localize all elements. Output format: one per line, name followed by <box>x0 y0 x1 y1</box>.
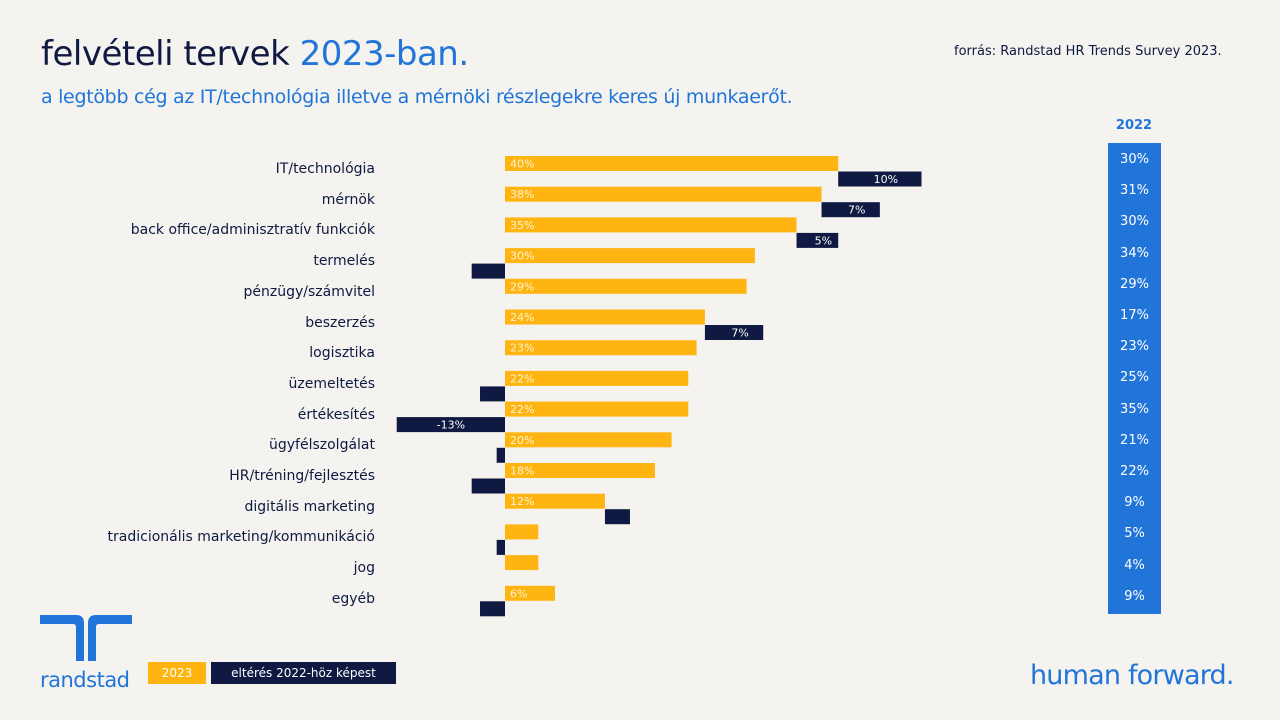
bar-2023-label: 22% <box>510 372 534 385</box>
value-2022: 9% <box>1124 588 1145 604</box>
bar-2023 <box>505 309 705 325</box>
bar-2023 <box>505 524 539 540</box>
bar-2023-label: 22% <box>510 403 534 416</box>
category-label: egyéb <box>331 590 375 607</box>
bar-2023 <box>505 401 689 417</box>
category-label: mérnök <box>321 191 375 208</box>
value-2022: 29% <box>1120 276 1149 292</box>
value-2022: 35% <box>1120 401 1149 417</box>
bar-delta-label: 10% <box>874 173 898 186</box>
bar-delta <box>838 171 922 187</box>
bar-2023 <box>505 463 655 478</box>
bar-2023-label: 38% <box>510 188 534 201</box>
bar-2023-label: 40% <box>510 158 534 171</box>
value-2022: 21% <box>1120 432 1149 448</box>
bar-2023 <box>505 555 539 571</box>
bar-delta-label: 5% <box>815 234 832 247</box>
category-label: ügyfélszolgálat <box>269 437 375 454</box>
value-2022: 23% <box>1120 339 1149 355</box>
bar-delta <box>821 202 880 218</box>
bar-2023 <box>505 370 689 386</box>
bar-delta-label: 7% <box>731 327 748 340</box>
category-label: jog <box>353 560 375 577</box>
randstad-logo-icon <box>40 615 132 661</box>
value-2022: 25% <box>1120 370 1149 386</box>
category-label: back office/adminisztratív funkciók <box>130 222 375 239</box>
column-2022: 30% 31% 30% 34% 29% 17% 23% 25% 35% 21% 22% 9% 5% 4% 9… <box>1108 143 1161 614</box>
bar-delta <box>396 417 505 433</box>
column-2022-header: 2022 <box>1115 118 1153 133</box>
category-label: beszerzés <box>305 314 375 331</box>
value-2022: 4% <box>1124 557 1145 573</box>
category-label: tradicionális marketing/kommunikáció <box>107 529 375 546</box>
category-label: digitális marketing <box>244 498 375 515</box>
bar-delta <box>480 386 505 402</box>
bar-delta-label: -13% <box>437 419 465 432</box>
bar-delta <box>471 263 505 279</box>
bar-2023-label: 35% <box>510 219 534 232</box>
bar-delta <box>496 539 505 555</box>
bar-2023 <box>505 432 672 448</box>
value-2022: 5% <box>1124 526 1145 542</box>
category-label: HR/tréning/fejlesztés <box>229 468 375 484</box>
bar-2023 <box>505 493 605 509</box>
value-2022: 30% <box>1120 152 1149 167</box>
bar-2023-label: 24% <box>510 311 534 324</box>
page-title: felvételi tervek 2023-ban. <box>41 34 469 74</box>
bar-delta <box>471 478 505 494</box>
bar-2023-label: 20% <box>510 434 534 447</box>
value-2022: 34% <box>1120 245 1149 261</box>
bar-2023 <box>505 217 797 233</box>
category-label: értékesítés <box>297 406 375 423</box>
bar-2023-label: 18% <box>510 465 534 478</box>
page-subtitle: a legtöbb cég az IT/technológia illetve … <box>41 86 793 108</box>
value-2022: 22% <box>1120 464 1149 479</box>
bar-2023-label: 12% <box>510 495 534 508</box>
bar-delta <box>796 232 839 248</box>
bar-2023-label: 6% <box>510 587 527 600</box>
bar-delta <box>480 601 505 617</box>
title-accent: 2023-ban. <box>299 34 470 74</box>
bar-2023 <box>505 278 747 294</box>
value-2022: 9% <box>1124 495 1145 511</box>
bar-2023-label: 30% <box>510 250 534 263</box>
source-note: forrás: Randstad HR Trends Survey 2023. <box>954 44 1222 59</box>
bar-delta <box>704 325 764 340</box>
bar-2023 <box>505 340 697 356</box>
bar-2023-label: 23% <box>510 342 534 355</box>
category-label: üzemeltetés <box>288 375 375 392</box>
value-2022: 30% <box>1120 214 1149 230</box>
bar-2023 <box>505 585 555 601</box>
category-label: termelés <box>313 253 375 270</box>
bar-2023 <box>505 186 822 202</box>
legend-item-delta: eltérés 2022-höz képest <box>211 662 396 684</box>
bar-2023 <box>505 156 839 171</box>
bar-delta <box>496 447 505 463</box>
value-2022: 17% <box>1120 308 1149 323</box>
title-main: felvételi tervek <box>41 34 300 74</box>
tagline: human forward. <box>1030 660 1234 691</box>
randstad-logo-text: randstad <box>40 668 130 692</box>
legend-item-2023: 2023 <box>148 662 206 684</box>
bar-2023 <box>505 248 755 264</box>
value-2022: 31% <box>1120 183 1149 199</box>
bar-2023-label: 29% <box>510 280 534 293</box>
bar-delta-label: 7% <box>848 204 865 217</box>
category-label: logisztika <box>309 345 375 362</box>
category-label: pénzügy/számvitel <box>243 283 375 300</box>
bar-delta <box>604 509 630 525</box>
category-label: IT/technológia <box>275 161 375 177</box>
